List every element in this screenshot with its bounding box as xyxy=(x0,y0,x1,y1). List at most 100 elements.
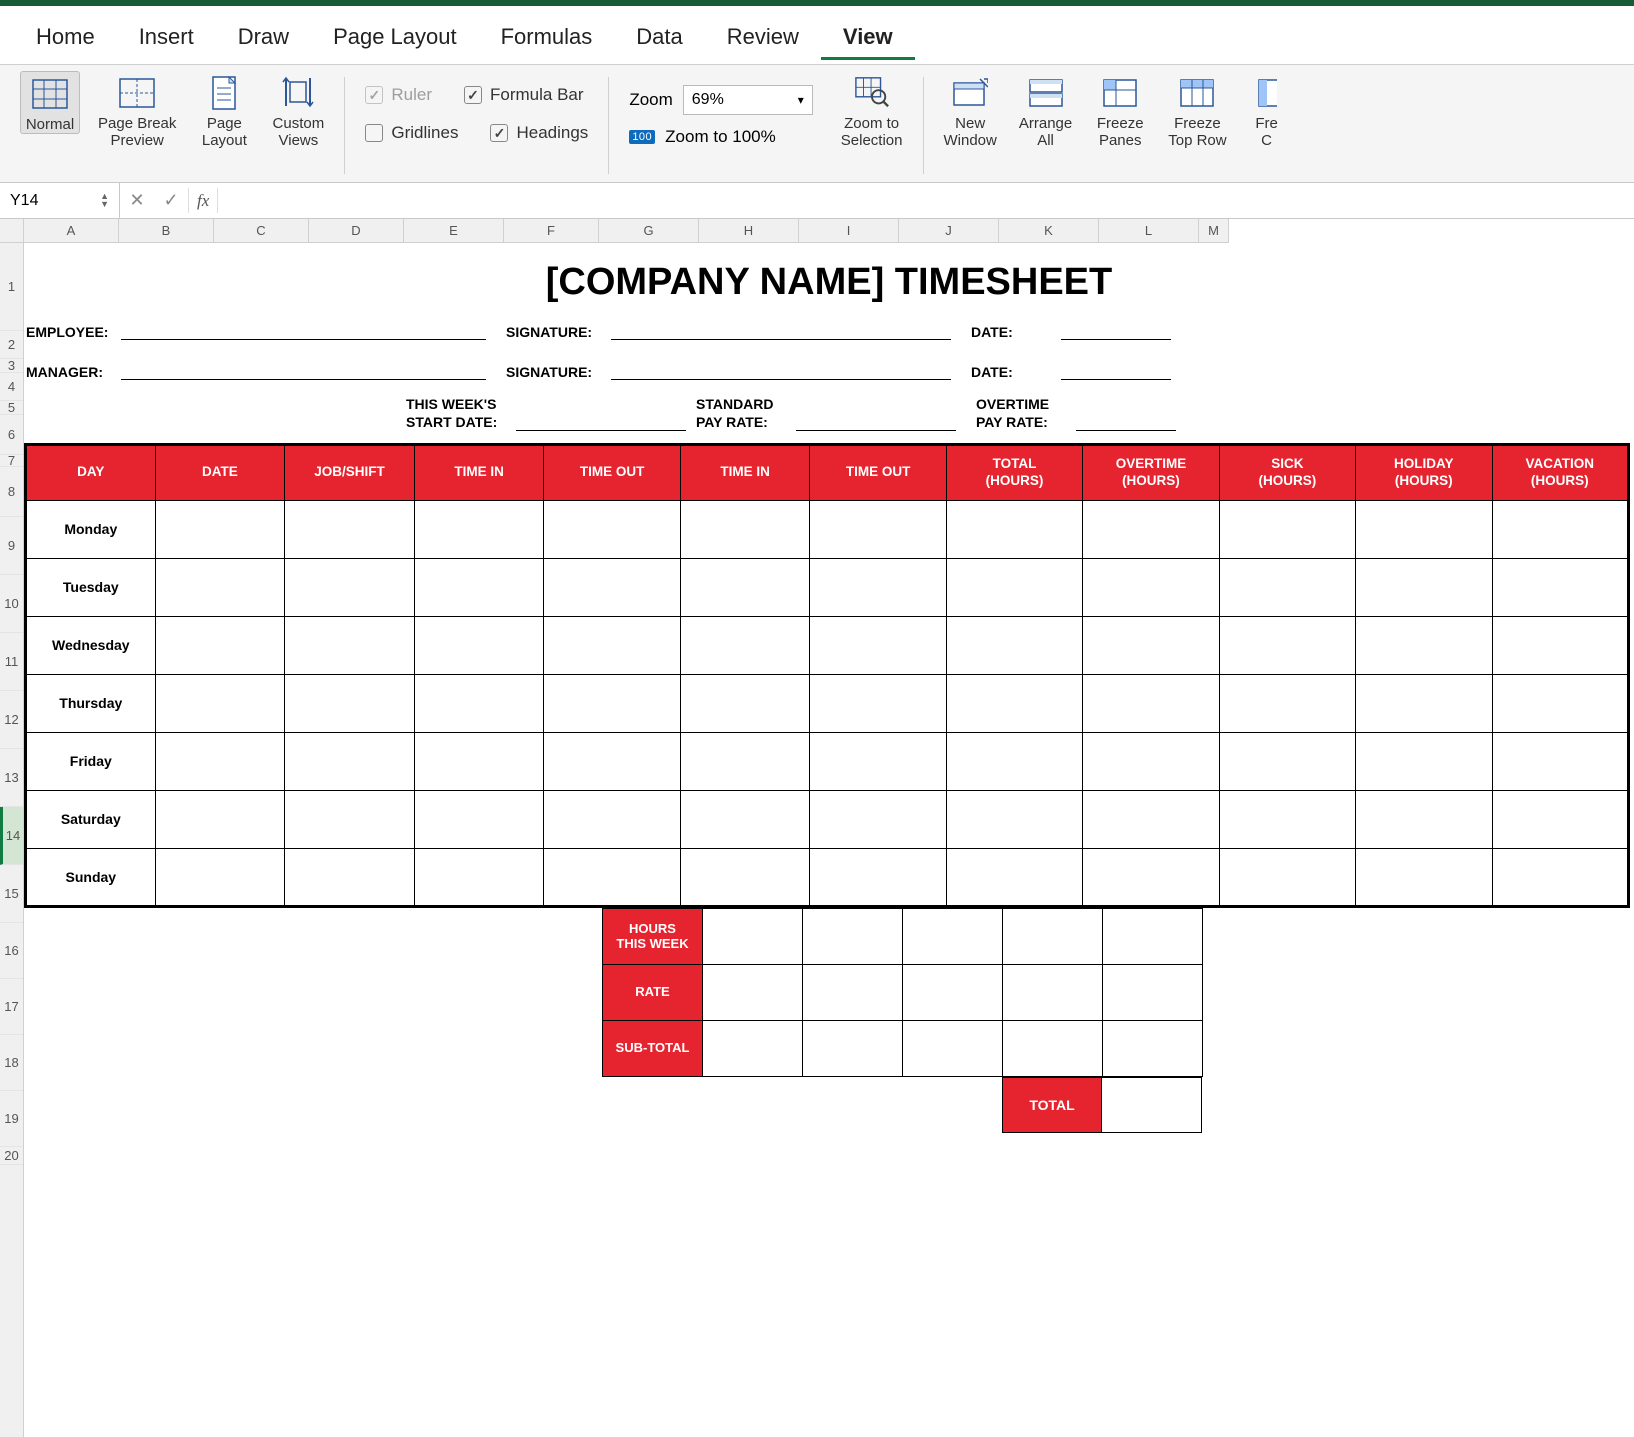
table-cell[interactable] xyxy=(680,790,810,848)
column-header[interactable]: B xyxy=(119,219,214,242)
table-cell[interactable] xyxy=(680,500,810,558)
table-cell[interactable]: Saturday xyxy=(26,790,156,848)
formula-bar-checkbox[interactable]: Formula Bar xyxy=(460,79,588,111)
table-cell[interactable] xyxy=(1083,500,1219,558)
table-cell[interactable]: Wednesday xyxy=(26,616,156,674)
table-cell[interactable] xyxy=(414,500,544,558)
table-cell[interactable] xyxy=(1492,500,1629,558)
table-cell[interactable] xyxy=(1492,848,1629,906)
table-cell[interactable] xyxy=(1083,848,1219,906)
row-header[interactable]: 20 xyxy=(0,1147,23,1165)
select-all-corner[interactable] xyxy=(0,219,24,243)
table-cell[interactable] xyxy=(155,848,285,906)
column-header[interactable]: M xyxy=(1199,219,1229,242)
table-cell[interactable] xyxy=(1219,790,1355,848)
table-cell[interactable] xyxy=(946,848,1082,906)
spinner-icon[interactable]: ▲▼ xyxy=(100,193,109,207)
column-header[interactable]: E xyxy=(404,219,504,242)
row-header[interactable]: 15 xyxy=(0,865,23,923)
arrange-all-button[interactable]: Arrange All xyxy=(1015,71,1076,150)
table-cell[interactable] xyxy=(155,500,285,558)
row-header[interactable]: 17 xyxy=(0,979,23,1035)
table-cell[interactable] xyxy=(1219,732,1355,790)
table-cell[interactable] xyxy=(1492,674,1629,732)
table-cell[interactable] xyxy=(1356,558,1492,616)
table-cell[interactable] xyxy=(810,616,946,674)
formula-input[interactable] xyxy=(218,183,1634,218)
row-header[interactable]: 3 xyxy=(0,359,23,373)
table-cell[interactable] xyxy=(1083,616,1219,674)
row-header[interactable]: 14 xyxy=(0,807,23,865)
row-header[interactable]: 18 xyxy=(0,1035,23,1091)
summary-cell[interactable] xyxy=(803,964,903,1020)
row-header[interactable]: 9 xyxy=(0,517,23,575)
table-cell[interactable] xyxy=(285,558,415,616)
summary-cell[interactable] xyxy=(703,1020,803,1076)
table-cell[interactable]: Sunday xyxy=(26,848,156,906)
column-header[interactable]: G xyxy=(599,219,699,242)
column-header[interactable]: C xyxy=(214,219,309,242)
table-cell[interactable] xyxy=(285,848,415,906)
table-cell[interactable] xyxy=(810,674,946,732)
table-cell[interactable] xyxy=(1083,558,1219,616)
custom-views-button[interactable]: Custom Views xyxy=(268,71,328,150)
column-header[interactable]: H xyxy=(699,219,799,242)
zoom-input[interactable]: 69% ▾ xyxy=(683,85,813,115)
normal-view-button[interactable]: Normal xyxy=(20,71,80,134)
row-header[interactable]: 2 xyxy=(0,331,23,359)
table-cell[interactable] xyxy=(1492,558,1629,616)
row-header[interactable]: 6 xyxy=(0,415,23,455)
table-cell[interactable]: Thursday xyxy=(26,674,156,732)
table-cell[interactable] xyxy=(810,848,946,906)
column-header[interactable]: D xyxy=(309,219,404,242)
tab-formulas[interactable]: Formulas xyxy=(479,14,615,60)
table-cell[interactable] xyxy=(1492,616,1629,674)
table-cell[interactable] xyxy=(1356,674,1492,732)
table-cell[interactable] xyxy=(946,790,1082,848)
table-cell[interactable] xyxy=(810,790,946,848)
tab-review[interactable]: Review xyxy=(705,14,821,60)
table-cell[interactable] xyxy=(544,732,680,790)
table-cell[interactable] xyxy=(680,616,810,674)
summary-cell[interactable] xyxy=(1003,908,1103,964)
freeze-top-row-button[interactable]: * Freeze Top Row xyxy=(1164,71,1230,150)
table-cell[interactable] xyxy=(1356,790,1492,848)
table-cell[interactable] xyxy=(414,616,544,674)
table-cell[interactable] xyxy=(1083,790,1219,848)
table-cell[interactable] xyxy=(1219,674,1355,732)
table-cell[interactable] xyxy=(946,558,1082,616)
table-cell[interactable]: Tuesday xyxy=(26,558,156,616)
column-header[interactable]: A xyxy=(24,219,119,242)
gridlines-checkbox[interactable]: Gridlines xyxy=(361,117,462,149)
summary-cell[interactable] xyxy=(1003,964,1103,1020)
column-header[interactable]: K xyxy=(999,219,1099,242)
table-cell[interactable] xyxy=(544,790,680,848)
summary-cell[interactable] xyxy=(903,964,1003,1020)
column-header[interactable]: I xyxy=(799,219,899,242)
row-header[interactable]: 8 xyxy=(0,467,23,517)
summary-cell[interactable] xyxy=(903,908,1003,964)
tab-page-layout[interactable]: Page Layout xyxy=(311,14,479,60)
summary-cell[interactable] xyxy=(1003,1020,1103,1076)
summary-cell[interactable] xyxy=(1103,1020,1203,1076)
row-header[interactable]: 5 xyxy=(0,401,23,415)
row-header[interactable]: 10 xyxy=(0,575,23,633)
table-cell[interactable] xyxy=(544,558,680,616)
table-cell[interactable] xyxy=(155,558,285,616)
table-cell[interactable] xyxy=(946,500,1082,558)
table-cell[interactable] xyxy=(1356,616,1492,674)
table-cell[interactable] xyxy=(1219,616,1355,674)
summary-cell[interactable] xyxy=(1103,964,1203,1020)
tab-draw[interactable]: Draw xyxy=(216,14,311,60)
page-break-preview-button[interactable]: Page Break Preview xyxy=(94,71,180,150)
table-cell[interactable] xyxy=(285,674,415,732)
table-cell[interactable] xyxy=(680,732,810,790)
summary-cell[interactable] xyxy=(803,908,903,964)
table-cell[interactable] xyxy=(1219,848,1355,906)
summary-cell[interactable] xyxy=(1103,908,1203,964)
table-cell[interactable] xyxy=(680,848,810,906)
row-header[interactable]: 19 xyxy=(0,1091,23,1147)
column-header[interactable]: J xyxy=(899,219,999,242)
tab-data[interactable]: Data xyxy=(614,14,704,60)
summary-cell[interactable] xyxy=(903,1020,1003,1076)
